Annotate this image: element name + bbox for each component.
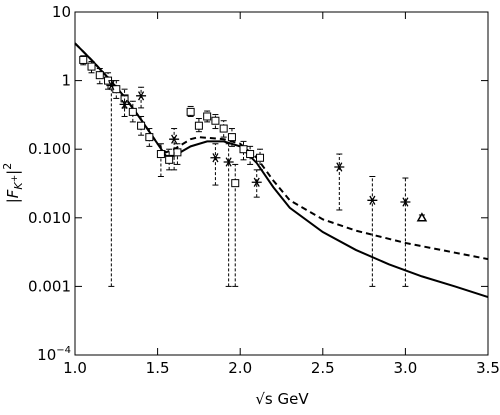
asterisk-marker: [251, 177, 262, 187]
y-tick-label-base: 0.010: [28, 209, 71, 227]
asterisk-marker: [334, 162, 345, 172]
y-tick-label-base: 0.001: [28, 277, 71, 295]
asterisk-marker: [119, 99, 130, 110]
square-marker: [95, 71, 104, 80]
y-label-end: |: [4, 170, 22, 175]
x-tick-label: 1.0: [63, 359, 87, 377]
square-marker: [165, 155, 174, 164]
square-marker: [79, 55, 88, 64]
y-tick-label-base: 1: [61, 72, 71, 90]
y-label-main: |F: [4, 189, 22, 203]
square-marker: [145, 133, 154, 142]
y-tick-label-base: 10: [37, 346, 56, 364]
square-marker: [256, 153, 265, 162]
x-tick-label: 1.5: [146, 359, 170, 377]
square-marker: [120, 94, 129, 103]
y-axis-label: |FK+|2: [1, 163, 25, 204]
square-marker: [219, 124, 228, 133]
x-tick-label: 3.5: [476, 359, 500, 377]
square-marker: [156, 150, 165, 159]
y-label-sub: K: [12, 182, 25, 190]
asterisk-marker: [223, 157, 234, 167]
y-label-sup: 2: [1, 163, 14, 170]
y-tick-label: 0.001: [28, 277, 71, 295]
y-tick-label: 10: [52, 3, 71, 21]
x-axis-label: √s GeV: [255, 390, 309, 408]
square-marker: [239, 145, 248, 154]
triangle-marker: [416, 212, 428, 222]
asterisk-marker: [136, 91, 147, 101]
y-tick-label: 1: [61, 72, 71, 90]
square-marker: [211, 116, 220, 125]
asterisk-marker: [210, 153, 221, 163]
asterisk-marker: [106, 80, 117, 91]
square-marker: [231, 179, 240, 188]
y-tick-label: 10−4: [37, 345, 71, 364]
square-marker: [137, 121, 146, 130]
y-label-subsup: +: [10, 175, 20, 183]
x-tick-label: 2.5: [311, 359, 335, 377]
y-tick-label-base: 10: [52, 3, 71, 21]
square-marker: [173, 148, 182, 157]
y-tick-label: 0.100: [28, 140, 71, 158]
y-tick-label-sup: −4: [56, 345, 71, 356]
plot-frame: [74, 11, 489, 356]
curve: [74, 42, 489, 261]
asterisk-marker: [169, 134, 180, 144]
square-marker: [87, 62, 96, 71]
square-marker: [194, 121, 203, 130]
x-tick-label: 2.0: [228, 359, 252, 377]
square-marker: [246, 150, 255, 159]
asterisk-marker: [400, 197, 411, 207]
asterisk-marker: [367, 195, 378, 205]
y-tick-label-base: 0.100: [28, 140, 71, 158]
square-marker: [203, 112, 212, 121]
x-tick-label: 3.0: [393, 359, 417, 377]
y-tick-label: 0.010: [28, 209, 71, 227]
square-marker: [186, 107, 195, 116]
square-marker: [227, 133, 236, 142]
curve: [74, 42, 489, 298]
square-marker: [128, 107, 137, 116]
